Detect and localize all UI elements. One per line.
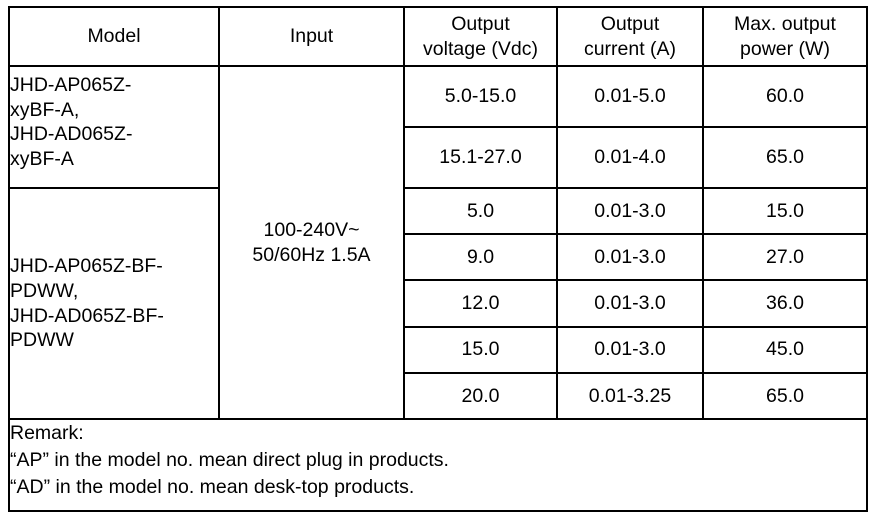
output-current-value: 0.01-3.0 xyxy=(556,325,704,374)
max-output-power-value: 27.0 xyxy=(702,233,868,282)
column-header-output-current: Output current (A) xyxy=(556,6,704,67)
column-header-model: Model xyxy=(8,6,220,67)
output-voltage-value: 15.0 xyxy=(403,325,558,374)
output-voltage-value: 20.0 xyxy=(403,371,558,421)
table-row: JHD-AP065Z-BF- PDWW, JHD-AD065Z-BF- PDWW… xyxy=(8,186,868,420)
model-group-a-line-4: xyBF-A xyxy=(10,147,74,170)
max-output-power-value: 45.0 xyxy=(702,325,868,374)
column-header-model-line-1: Model xyxy=(87,25,141,48)
output-current-value: 0.01-3.0 xyxy=(556,186,704,236)
column-header-output-current-line-1: Output xyxy=(600,12,660,35)
output-voltage-value: 5.0 xyxy=(403,186,558,236)
max-output-power-value: 65.0 xyxy=(702,371,868,421)
table-header-row: Model Input Output voltage (Vdc) Output … xyxy=(8,6,868,67)
power-adapter-spec-table: Model Input Output voltage (Vdc) Output … xyxy=(8,6,868,512)
input-line-1: 100-240V~ xyxy=(263,218,360,241)
input-line-2: 50/60Hz 1.5A xyxy=(252,243,371,266)
table-row: 15.1-27.0 0.01-4.0 65.0 xyxy=(9,126,868,189)
output-voltage-value: 15.1-27.0 xyxy=(403,126,558,189)
table-row: 12.0 0.01-3.0 36.0 xyxy=(9,279,868,328)
model-group-b-line-3: JHD-AD065Z-BF- xyxy=(10,304,164,327)
model-group-a-line-3: JHD-AD065Z- xyxy=(10,123,133,146)
output-current-value: 0.01-5.0 xyxy=(556,65,704,128)
model-cell-group-b: JHD-AP065Z-BF- PDWW, JHD-AD065Z-BF- PDWW xyxy=(8,187,220,420)
max-output-power-value: 60.0 xyxy=(702,65,868,128)
output-current-value: 0.01-3.0 xyxy=(556,233,704,282)
column-header-output-current-line-2: current (A) xyxy=(583,37,677,60)
output-current-value: 0.01-3.0 xyxy=(556,279,704,328)
column-header-output-voltage-line-1: Output xyxy=(451,12,510,35)
model-group-b-line-1: JHD-AP065Z-BF- xyxy=(10,255,163,278)
input-cell: 100-240V~ 50/60Hz 1.5A xyxy=(218,65,405,420)
model-cell-group-a: JHD-AP065Z- xyBF-A, JHD-AD065Z- xyBF-A xyxy=(8,65,220,189)
remark-line-ad: “AD” in the model no. mean desk-top prod… xyxy=(10,475,415,498)
table-header: Model Input Output voltage (Vdc) Output … xyxy=(8,6,868,67)
output-voltage-value: 5.0-15.0 xyxy=(403,65,558,128)
max-output-power-value: 15.0 xyxy=(702,186,868,236)
remark-line-ap: “AP” in the model no. mean direct plug i… xyxy=(10,448,449,471)
column-header-max-output-power: Max. output power (W) xyxy=(702,6,868,67)
max-output-power-value: 65.0 xyxy=(702,126,868,189)
column-header-input: Input xyxy=(218,6,405,67)
column-header-output-voltage: Output voltage (Vdc) xyxy=(403,6,558,67)
max-output-power-value: 36.0 xyxy=(702,279,868,328)
column-header-max-output-power-line-2: power (W) xyxy=(740,37,830,60)
table-row: 9.0 0.01-3.0 27.0 xyxy=(9,233,868,282)
column-header-output-voltage-line-2: voltage (Vdc) xyxy=(423,37,538,60)
remark-label: Remark: xyxy=(10,422,84,444)
table-row: JHD-AP065Z- xyBF-A, JHD-AD065Z- xyBF-A 1… xyxy=(8,65,868,420)
table-row: 20.0 0.01-3.25 65.0 xyxy=(9,371,868,421)
table-row: 15.0 0.01-3.0 45.0 xyxy=(9,325,868,374)
model-group-a-line-2: xyBF-A, xyxy=(10,98,80,121)
remark-cell: Remark: “AP” in the model no. mean direc… xyxy=(8,418,868,512)
model-group-a-line-1: JHD-AP065Z- xyxy=(10,74,132,96)
output-voltage-value: 12.0 xyxy=(403,279,558,328)
model-group-b-line-2: PDWW, xyxy=(10,279,79,302)
remark-row: Remark: “AP” in the model no. mean direc… xyxy=(8,418,868,512)
column-header-max-output-power-line-1: Max. output xyxy=(734,12,836,35)
model-group-b-line-4: PDWW xyxy=(10,329,74,352)
table-body: JHD-AP065Z- xyBF-A, JHD-AD065Z- xyBF-A 1… xyxy=(8,65,868,512)
column-header-input-line-1: Input xyxy=(289,25,334,48)
output-current-value: 0.01-3.25 xyxy=(556,371,704,421)
output-voltage-value: 9.0 xyxy=(403,233,558,282)
output-current-value: 0.01-4.0 xyxy=(556,126,704,189)
